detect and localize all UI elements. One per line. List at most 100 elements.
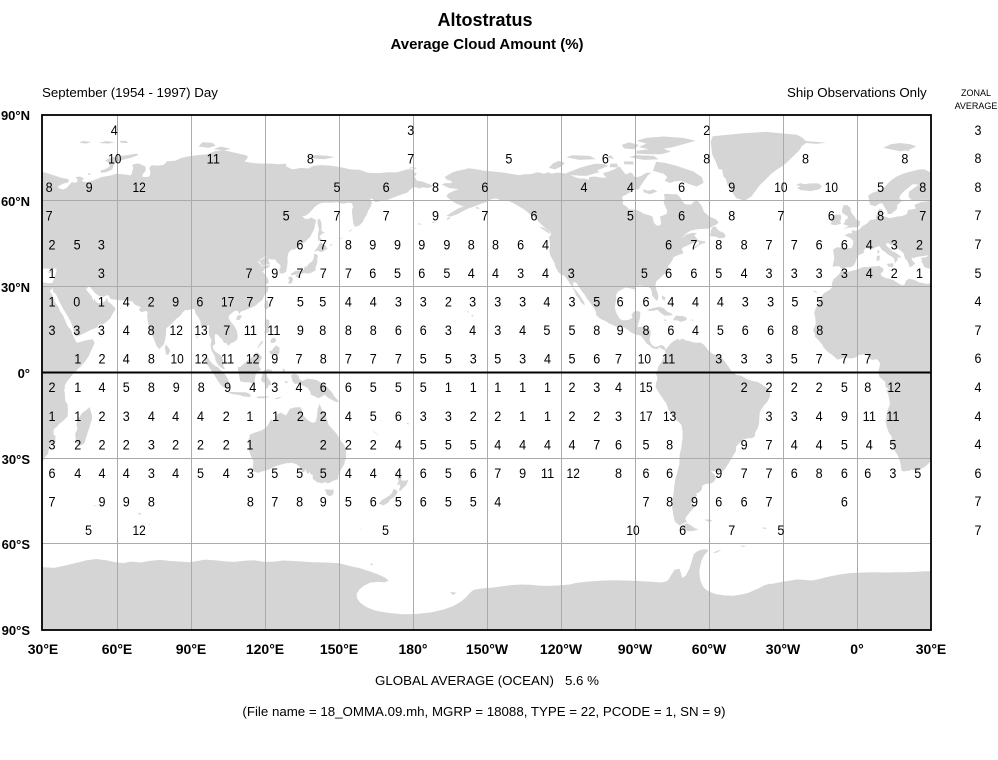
svg-text:9: 9 [224, 380, 231, 396]
svg-text:5: 5 [197, 466, 204, 482]
svg-text:4: 4 [494, 495, 501, 511]
svg-text:2: 2 [148, 295, 155, 311]
svg-text:7: 7 [46, 209, 53, 225]
svg-text:7: 7 [816, 352, 823, 368]
svg-text:4: 4 [123, 352, 130, 368]
svg-text:8: 8 [432, 180, 439, 196]
svg-text:1: 1 [49, 409, 56, 425]
svg-text:2: 2 [223, 409, 230, 425]
svg-text:8: 8 [492, 237, 499, 253]
svg-text:6: 6 [841, 237, 848, 253]
svg-text:7: 7 [395, 352, 402, 368]
svg-text:8: 8 [320, 352, 327, 368]
svg-text:3: 3 [98, 323, 105, 339]
svg-text:6: 6 [666, 466, 673, 482]
svg-text:9: 9 [728, 180, 735, 196]
svg-text:2: 2 [569, 380, 576, 396]
svg-text:9: 9 [418, 237, 425, 253]
svg-text:7: 7 [690, 237, 697, 253]
svg-text:3: 3 [420, 409, 427, 425]
svg-text:4: 4 [519, 323, 526, 339]
svg-text:4: 4 [395, 466, 402, 482]
svg-text:15: 15 [639, 380, 652, 396]
svg-text:4: 4 [544, 352, 551, 368]
svg-text:6: 6 [665, 266, 672, 282]
svg-text:4: 4 [866, 237, 873, 253]
svg-text:6: 6 [369, 266, 376, 282]
svg-text:9: 9 [715, 466, 722, 482]
svg-text:1: 1 [544, 380, 551, 396]
svg-text:12: 12 [888, 380, 901, 396]
svg-text:8: 8 [901, 152, 908, 168]
svg-text:6: 6 [420, 466, 427, 482]
svg-text:4: 4 [172, 409, 179, 425]
svg-text:12: 12 [132, 180, 145, 196]
svg-text:8: 8 [666, 495, 673, 511]
svg-text:3: 3 [470, 352, 477, 368]
svg-text:5: 5 [470, 495, 477, 511]
svg-text:6: 6 [841, 495, 848, 511]
svg-text:5: 5 [445, 352, 452, 368]
svg-text:8: 8 [864, 380, 871, 396]
svg-text:4: 4 [627, 180, 634, 196]
svg-text:5: 5 [717, 323, 724, 339]
svg-text:7: 7 [494, 466, 501, 482]
svg-text:10: 10 [170, 352, 183, 368]
svg-text:11: 11 [221, 352, 234, 368]
svg-text:2: 2 [569, 409, 576, 425]
svg-text:3: 3 [569, 295, 576, 311]
svg-text:5: 5 [394, 266, 401, 282]
svg-text:4: 4 [492, 266, 499, 282]
svg-text:7: 7 [766, 437, 773, 453]
svg-text:4: 4 [816, 409, 823, 425]
svg-text:7: 7 [593, 437, 600, 453]
svg-text:6: 6 [679, 523, 686, 539]
svg-text:4: 4 [519, 437, 526, 453]
svg-text:4: 4 [148, 409, 155, 425]
svg-text:9: 9 [123, 495, 130, 511]
svg-text:3: 3 [766, 352, 773, 368]
svg-text:5: 5 [715, 266, 722, 282]
svg-text:1: 1 [916, 266, 923, 282]
svg-text:6: 6 [841, 466, 848, 482]
svg-text:4: 4 [615, 380, 622, 396]
svg-text:3: 3 [494, 295, 501, 311]
svg-text:2: 2 [345, 437, 352, 453]
svg-text:2: 2 [49, 237, 56, 253]
svg-text:6: 6 [690, 266, 697, 282]
svg-text:8: 8 [816, 323, 823, 339]
svg-text:5: 5 [296, 466, 303, 482]
svg-text:7: 7 [345, 266, 352, 282]
svg-text:5: 5 [445, 495, 452, 511]
svg-text:8: 8 [593, 323, 600, 339]
svg-text:7: 7 [296, 352, 303, 368]
svg-text:1: 1 [74, 352, 81, 368]
svg-text:5: 5 [443, 266, 450, 282]
svg-text:9: 9 [172, 295, 179, 311]
svg-text:2: 2 [172, 437, 179, 453]
svg-text:6: 6 [643, 466, 650, 482]
svg-text:3: 3 [519, 352, 526, 368]
svg-text:5: 5 [370, 409, 377, 425]
svg-text:3: 3 [420, 295, 427, 311]
svg-text:8: 8 [296, 495, 303, 511]
svg-text:6: 6 [678, 209, 685, 225]
svg-text:4: 4 [581, 180, 588, 196]
svg-text:9: 9 [841, 409, 848, 425]
svg-text:4: 4 [74, 466, 81, 482]
svg-text:5: 5 [889, 437, 896, 453]
svg-text:4: 4 [99, 380, 106, 396]
svg-text:8: 8 [345, 237, 352, 253]
svg-text:8: 8 [345, 323, 352, 339]
svg-text:3: 3 [98, 237, 105, 253]
svg-text:4: 4 [816, 437, 823, 453]
svg-text:8: 8 [46, 180, 53, 196]
svg-text:8: 8 [816, 466, 823, 482]
svg-text:8: 8 [468, 237, 475, 253]
svg-text:2: 2 [320, 409, 327, 425]
svg-text:8: 8 [919, 180, 926, 196]
svg-text:2: 2 [470, 409, 477, 425]
svg-text:8: 8 [741, 237, 748, 253]
svg-text:3: 3 [841, 266, 848, 282]
svg-text:4: 4 [172, 466, 179, 482]
